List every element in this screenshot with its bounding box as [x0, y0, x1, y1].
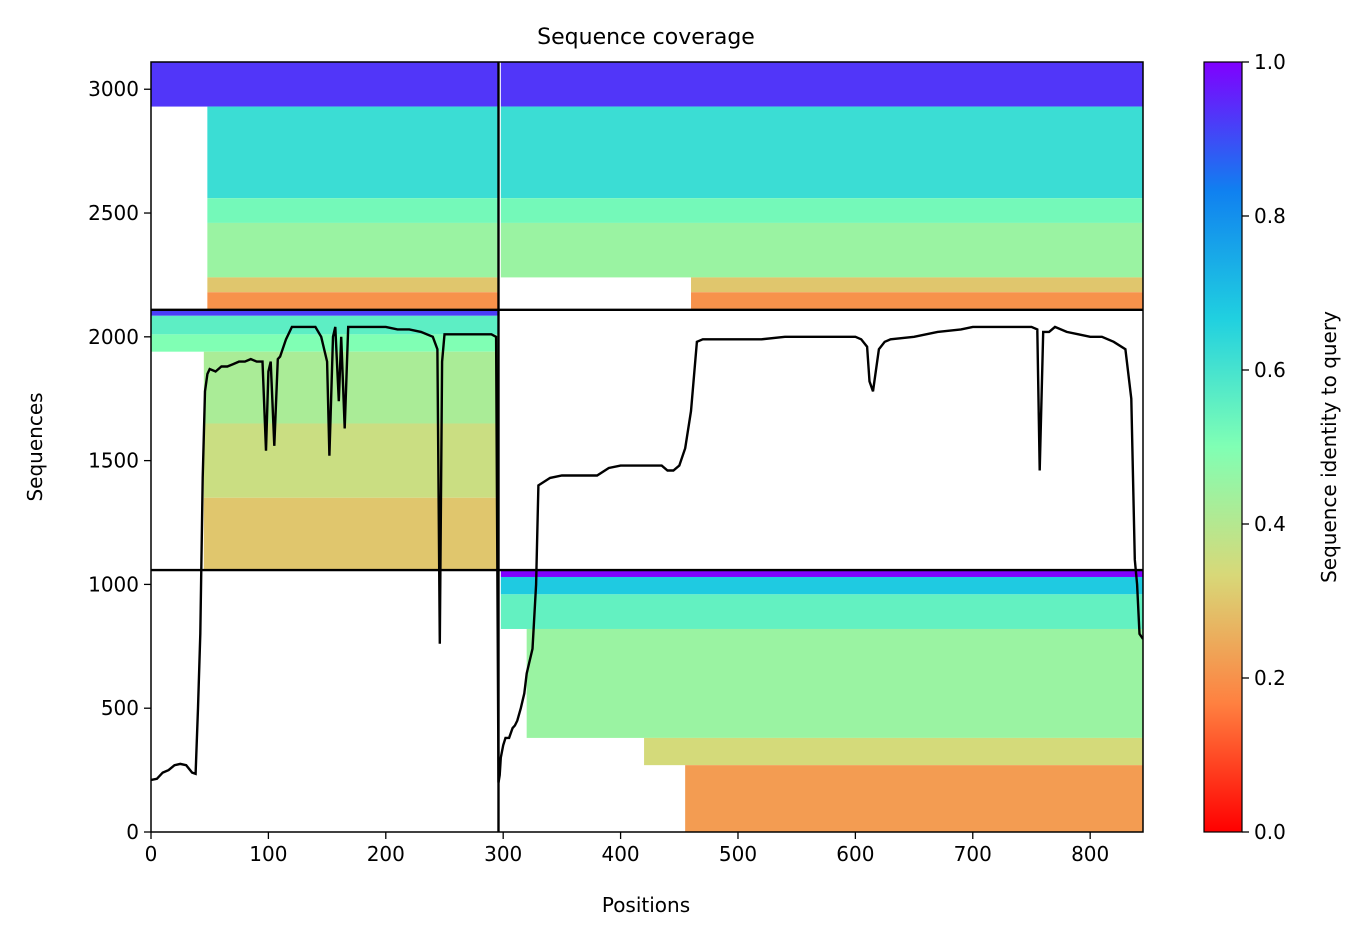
coverage-block-20: [500, 198, 1143, 223]
coverage-block-5: [685, 765, 1143, 832]
colorbar: 0.0 0.2 0.4 0.6 0.8 1.0 Sequence identity to …: [1203, 50, 1341, 844]
x-tick-label: 400: [601, 842, 639, 866]
coverage-block-0: [500, 570, 1143, 577]
colorbar-ticks: 0.0 0.2 0.4 0.6 0.8 1.0: [1242, 50, 1286, 844]
coverage-block-10: [203, 423, 499, 498]
coverage-block-11: [203, 497, 499, 571]
coverage-block-12: [151, 62, 499, 107]
x-tick-label: 800: [1071, 842, 1109, 866]
coverage-block-16: [207, 277, 499, 293]
colorbar-label: Sequence identity to query: [1317, 311, 1341, 583]
x-tick-label: 100: [249, 842, 287, 866]
coverage-block-19: [500, 106, 1143, 199]
y-tick-label: 1000: [88, 572, 139, 596]
plot-frame: [150, 61, 1144, 833]
y-tick-label: 1500: [88, 449, 139, 473]
x-tick-label: 300: [484, 842, 522, 866]
coverage-block-4: [644, 737, 1143, 766]
coverage-block-8: [151, 334, 499, 352]
colorbar-tick-label: 0.4: [1254, 512, 1286, 536]
coverage-block-1: [500, 576, 1143, 595]
coverage-heatmap: [151, 62, 1143, 832]
y-axis-label: Sequences: [23, 392, 47, 501]
y-tick-label: 2500: [88, 201, 139, 225]
colorbar-tick-label: 0.2: [1254, 666, 1286, 690]
colorbar-tick-label: 0.0: [1254, 820, 1286, 844]
x-axis-label: Positions: [602, 893, 690, 917]
x-tick-label: 600: [836, 842, 874, 866]
y-tick-label: 2000: [88, 325, 139, 349]
colorbar-gradient: [1203, 61, 1243, 833]
y-tick-label: 3000: [88, 77, 139, 101]
coverage-block-22: [691, 277, 1143, 293]
y-tick-label: 0: [126, 820, 139, 844]
x-tick-label: 0: [145, 842, 158, 866]
x-tick-label: 700: [954, 842, 992, 866]
coverage-line: [151, 325, 1143, 783]
coverage-block-18: [500, 62, 1143, 107]
colorbar-tick-label: 0.6: [1254, 358, 1286, 382]
coverage-block-6: [151, 309, 499, 316]
colorbar-tick-label: 1.0: [1254, 50, 1286, 74]
coverage-block-7: [151, 315, 499, 335]
coverage-block-9: [203, 351, 499, 424]
coverage-block-3: [526, 628, 1143, 738]
x-tick-label: 200: [367, 842, 405, 866]
coverage-block-23: [691, 292, 1143, 310]
plot-area: [150, 61, 1144, 833]
x-axis: 0 100 200 300 400 500 600 700 800: [145, 832, 1109, 866]
y-tick-label: 500: [101, 696, 139, 720]
coverage-block-21: [500, 222, 1143, 278]
coverage-block-15: [207, 222, 499, 278]
chart-title: Sequence coverage: [537, 25, 755, 50]
y-axis: 0 500 1000 1500 2000 2500 3000: [88, 77, 151, 844]
coverage-block-14: [207, 198, 499, 223]
coverage-block-17: [207, 292, 499, 310]
colorbar-tick-label: 0.8: [1254, 204, 1286, 228]
coverage-block-2: [500, 594, 1143, 629]
x-tick-label: 500: [719, 842, 757, 866]
coverage-block-13: [207, 106, 499, 199]
